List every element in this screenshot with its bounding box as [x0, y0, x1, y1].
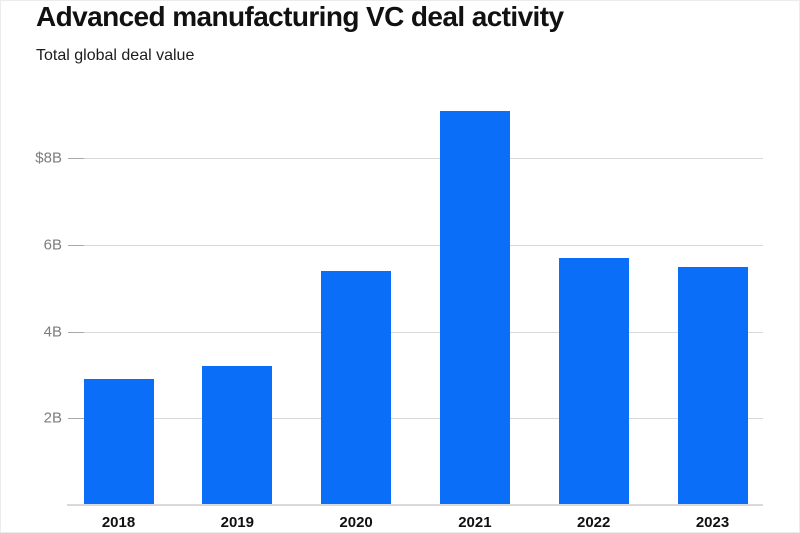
y-tick-label: 6B [43, 236, 62, 254]
chart-subtitle: Total global deal value [36, 47, 195, 64]
chart-title: Advanced manufacturing VC deal activity [36, 1, 564, 32]
gridline-8B: $8B [35, 151, 763, 166]
y-tick-label: 4B [43, 323, 62, 341]
plot-area: 2B 4B 6B $8B 2018 2019 2020 2021 2022 2023 [35, 89, 763, 531]
bar-2022 [558, 258, 629, 505]
y-tick-label: $8B [35, 149, 62, 167]
x-tick-label-2019: 2019 [220, 514, 254, 531]
bar-2023 [677, 266, 748, 505]
gridline-4B: 4B [44, 324, 763, 339]
y-axis-tick [68, 158, 84, 160]
x-tick-label-2021: 2021 [458, 514, 492, 531]
bar-2019 [202, 366, 273, 505]
x-tick-label-2022: 2022 [577, 514, 611, 531]
y-axis-tick [68, 245, 84, 246]
x-tick-label-2020: 2020 [339, 514, 373, 531]
y-tick-label: 2B [43, 409, 62, 427]
y-axis-tick [68, 331, 84, 333]
x-tick-label-2023: 2023 [695, 514, 730, 531]
x-axis-line [67, 504, 763, 506]
y-axis-tick [68, 418, 84, 420]
bar-2018 [83, 379, 154, 505]
bar-2020 [321, 271, 392, 505]
bar-2021 [439, 110, 510, 505]
x-tick-label-2018: 2018 [101, 514, 136, 531]
gridline-2B: 2B [44, 411, 763, 426]
gridline-6B: 6B [44, 238, 763, 253]
